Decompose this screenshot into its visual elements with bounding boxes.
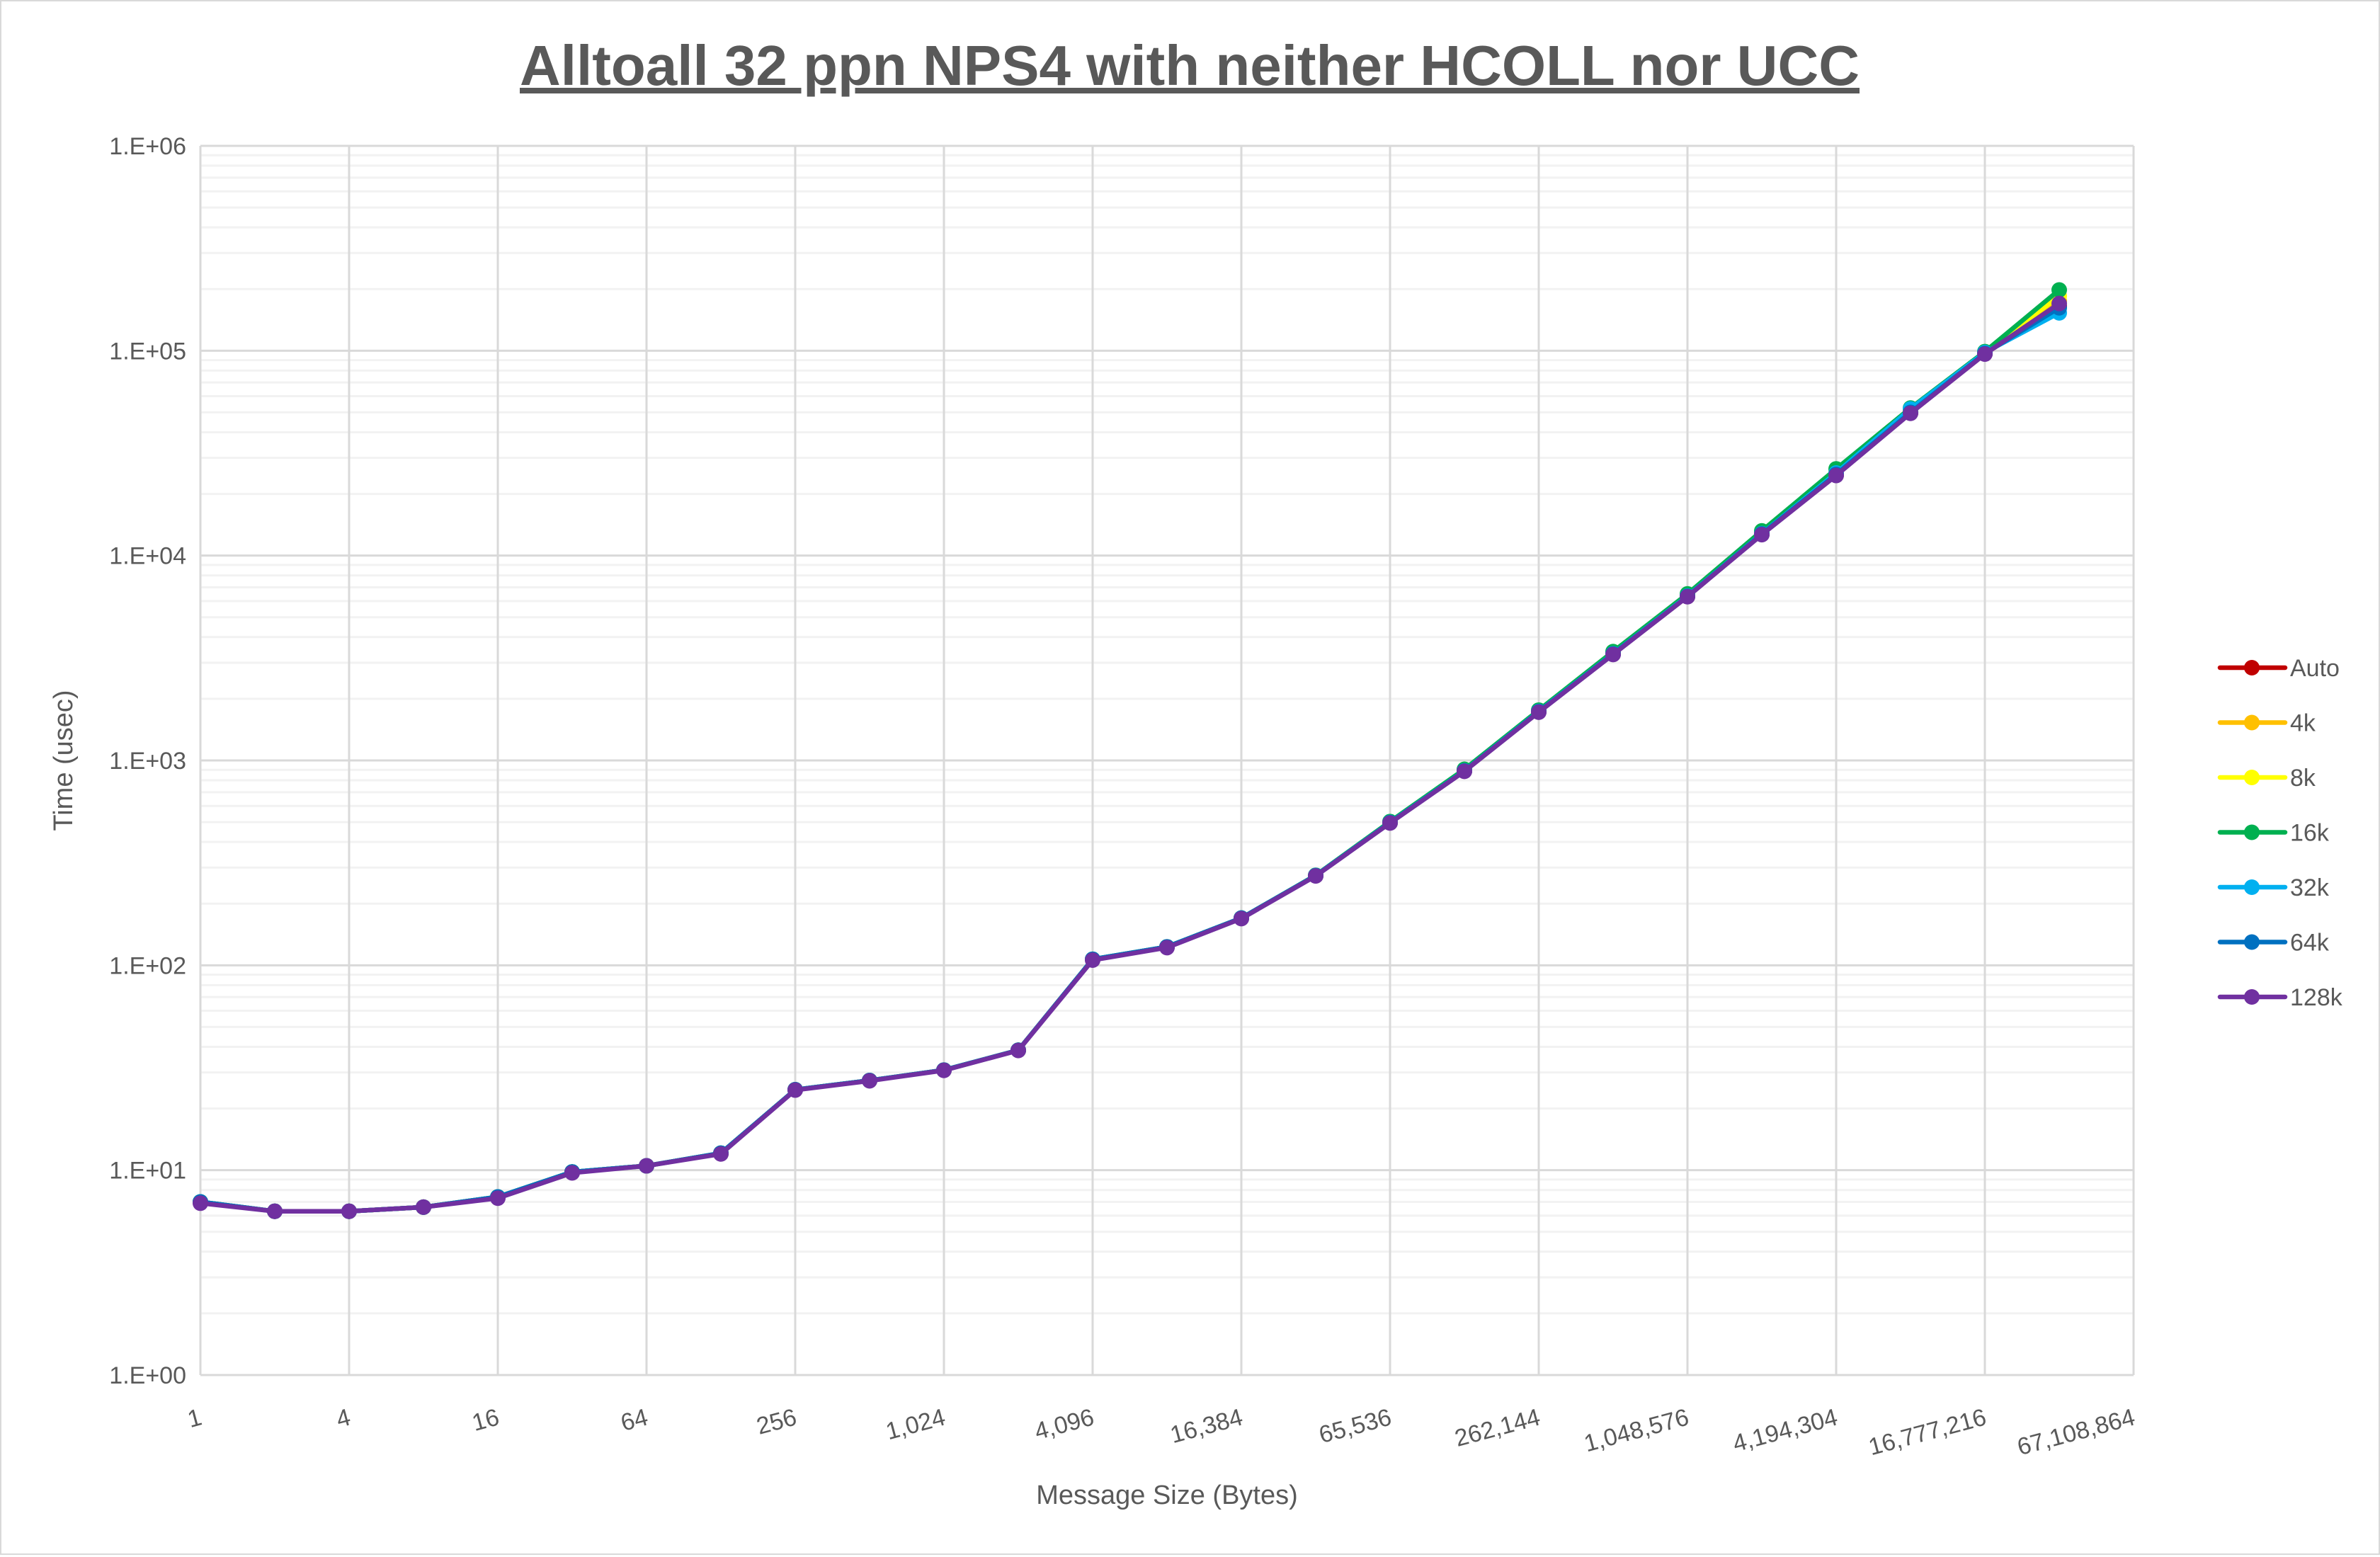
series-line (200, 311, 2061, 1214)
data-point (1977, 346, 1993, 363)
data-point (1382, 815, 1398, 831)
legend-marker (2244, 989, 2260, 1005)
legend-label: Auto (2290, 655, 2340, 682)
data-point (1457, 763, 1472, 780)
data-point (564, 1165, 580, 1181)
x-tick-label: 4,194,304 (1730, 1404, 1840, 1458)
data-point (341, 1203, 357, 1219)
data-point (1531, 704, 1547, 720)
legend-marker (2244, 934, 2260, 950)
y-axis-ticks: 1.E+00 1.E+01 1.E+02 1.E+03 1.E+04 1.E+05 1.E+… (109, 133, 186, 1389)
data-point (2051, 295, 2067, 312)
x-tick-label: 16,777,216 (1866, 1404, 1989, 1461)
data-point (1308, 868, 1323, 884)
legend-item-64k: 64k (2217, 930, 2330, 957)
x-tick-label: 16 (469, 1404, 502, 1437)
legend: Auto 4k 8k 16k 32k 64k 128k (2217, 655, 2343, 1011)
legend-item-16k: 16k (2217, 820, 2330, 847)
series-line (200, 301, 2061, 1214)
y-tick-label: 1.E+05 (109, 338, 186, 365)
data-point (787, 1082, 803, 1098)
legend-item-32k: 32k (2217, 874, 2330, 901)
y-tick-label: 1.E+00 (109, 1362, 186, 1389)
data-point (1010, 1042, 1026, 1059)
series-group (193, 282, 2067, 1219)
series-line (200, 304, 2061, 1214)
data-point (2051, 282, 2067, 298)
x-tick-label: 65,536 (1316, 1404, 1394, 1449)
x-tick-label: 16,384 (1168, 1404, 1246, 1449)
legend-label: 4k (2290, 710, 2316, 737)
legend-item-128k: 128k (2217, 984, 2343, 1011)
legend-label: 64k (2290, 930, 2330, 957)
series-8k (193, 288, 2067, 1219)
series-line (200, 299, 2061, 1214)
series-16k (193, 282, 2067, 1219)
x-tick-label: 262,144 (1452, 1404, 1543, 1453)
legend-marker (2244, 660, 2260, 675)
series-32k (193, 304, 2067, 1219)
data-point (490, 1190, 506, 1207)
legend-item-8k: 8k (2217, 765, 2316, 792)
legend-item-4k: 4k (2217, 710, 2316, 737)
legend-label: 16k (2290, 820, 2330, 847)
data-point (1159, 940, 1175, 956)
data-point (713, 1146, 729, 1162)
data-point (193, 1195, 208, 1211)
legend-marker (2244, 879, 2260, 895)
y-tick-label: 1.E+01 (109, 1158, 186, 1185)
data-point (639, 1158, 654, 1174)
legend-label: 32k (2290, 874, 2330, 901)
y-tick-label: 1.E+04 (109, 543, 186, 570)
y-tick-label: 1.E+06 (109, 133, 186, 160)
legend-marker (2244, 770, 2260, 785)
y-tick-label: 1.E+02 (109, 952, 186, 979)
data-point (1754, 527, 1770, 543)
x-tick-label: 1,048,576 (1581, 1404, 1692, 1458)
x-axis-ticks: 1 4 16 64 256 1,024 4,096 16,384 65,536 262,144 1,… (185, 1404, 2138, 1461)
y-axis-label: Time (usec) (49, 690, 79, 831)
legend-marker (2244, 714, 2260, 731)
data-point (1605, 646, 1621, 663)
legend-marker (2244, 824, 2260, 840)
y-tick-label: 1.E+03 (109, 748, 186, 775)
data-point (416, 1199, 431, 1215)
data-point (267, 1203, 283, 1219)
data-point (1680, 588, 1695, 605)
data-point (936, 1062, 952, 1078)
series-auto (193, 298, 2067, 1219)
data-point (1903, 405, 1918, 421)
data-point (1234, 911, 1249, 927)
x-tick-label: 4 (334, 1404, 353, 1434)
series-128k (193, 295, 2067, 1219)
data-point (1085, 952, 1100, 969)
data-point (862, 1073, 877, 1089)
legend-label: 8k (2290, 765, 2316, 792)
x-tick-label: 1 (185, 1404, 205, 1434)
legend-item-auto: Auto (2217, 655, 2340, 682)
x-tick-label: 1,024 (883, 1404, 948, 1446)
x-tick-label: 64 (618, 1404, 651, 1437)
x-axis-label: Message Size (Bytes) (1036, 1481, 1298, 1510)
chart-title: Alltoall 32 ppn NPS4 with neither HCOLL … (520, 34, 1860, 97)
gridlines (199, 144, 2135, 1376)
x-tick-label: 256 (753, 1404, 799, 1440)
legend-label: 128k (2290, 984, 2343, 1011)
data-point (1828, 467, 1844, 484)
x-tick-label: 4,096 (1032, 1404, 1097, 1446)
x-tick-label: 67,108,864 (2015, 1404, 2138, 1461)
